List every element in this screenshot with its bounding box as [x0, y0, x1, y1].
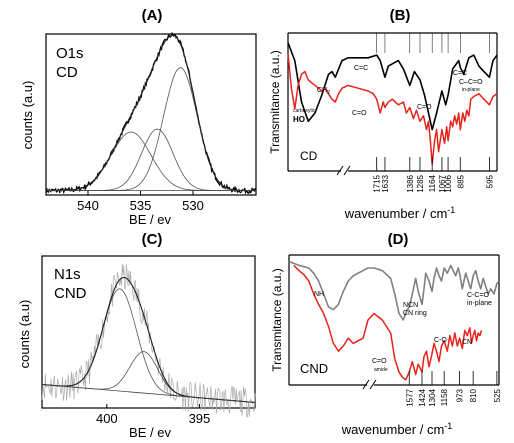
spectrum-series-1	[293, 264, 483, 381]
fit-component	[46, 67, 256, 191]
x-tick-label: 1006	[444, 174, 453, 192]
band-labels-d: NH NCN CN ring C-C=O in-plane C=O amide …	[314, 291, 492, 373]
curves-b	[287, 42, 498, 165]
raw-spectrum	[41, 263, 256, 418]
band-label-c-c-o-d: C-C=O	[467, 292, 490, 299]
x-axis-label-d: wavenumber / cm-1	[341, 421, 453, 437]
raw-spectrum	[45, 31, 257, 195]
band-label-cn-ring: CN ring	[403, 310, 427, 317]
panel-letter-d: (D)	[388, 231, 409, 248]
x-tick-label: 1304	[428, 388, 437, 406]
x-tick-label: 1158	[440, 388, 449, 406]
panel-a-label-1: O1s	[56, 45, 84, 62]
panel-c: (C) N1s CND 400 395 BE / ev counts (a.u)	[17, 231, 256, 440]
y-axis-label-c: counts (a.u)	[17, 300, 32, 369]
x-tick-label: 1285	[416, 174, 425, 192]
panel-c-label-2: CND	[54, 285, 87, 302]
band-label-in-plane: in-plane	[462, 87, 480, 93]
band-label-c-o-1: C=O	[352, 110, 367, 117]
plot-frame-b	[287, 32, 498, 176]
x-axis-label-a: BE / ev	[129, 212, 171, 227]
plot-frame-a	[45, 33, 257, 196]
x-tick-label: 540	[77, 198, 99, 213]
plot-frame-c	[41, 255, 256, 409]
x-tick-label: 1386	[406, 174, 415, 192]
band-label-amide: amide	[374, 367, 388, 373]
x-tick-label: 1424	[418, 388, 427, 406]
band-guides-b	[376, 33, 490, 53]
x-ticks-d: 1577 1424 1304 1158 973 810 525	[405, 371, 502, 407]
x-tick-label: 973	[456, 388, 465, 402]
band-label-ch2: CH2	[317, 87, 330, 96]
band-label-c-c-o: C–C=O	[459, 79, 483, 86]
panel-d-label: CND	[300, 361, 328, 376]
panel-letter-c: (C)	[142, 231, 163, 248]
panel-a-label-2: CD	[56, 64, 78, 81]
fit-component	[46, 131, 256, 191]
curves-a	[45, 31, 257, 195]
band-label-cn: CN	[462, 339, 472, 346]
plot-frame-d	[288, 254, 500, 390]
spectrum-series-0	[288, 260, 500, 321]
curves-d	[288, 260, 500, 381]
band-label-carboxylic: carboxylic	[293, 108, 316, 114]
x-tick-label: 400	[96, 411, 118, 426]
x-ticks-a: 540 535 530	[77, 191, 204, 213]
band-label-c-c-1: C=C	[354, 65, 368, 72]
x-ticks-c: 400 395	[96, 404, 210, 426]
x-tick-label: 885	[456, 174, 465, 188]
curves-c	[41, 263, 256, 418]
fit-component	[46, 128, 256, 191]
x-tick-label: 1633	[381, 174, 390, 192]
panel-a: (A) O1s CD 540 535 530 BE / ev counts (a.u…	[20, 7, 257, 227]
x-tick-label: 395	[189, 411, 211, 426]
x-tick-label: 1067	[438, 174, 447, 192]
x-tick-label: 595	[485, 174, 494, 188]
x-tick-label: 525	[493, 388, 502, 402]
band-label-in-plane-d: in-plane	[467, 300, 492, 307]
band-label-c-o-2: C=O	[417, 104, 432, 111]
panel-b-label: CD	[300, 149, 318, 163]
panel-letter-a: (A)	[142, 7, 163, 24]
x-tick-label: 810	[469, 388, 478, 402]
fit-envelope	[46, 34, 256, 192]
band-label-c-o-amide: C=O	[372, 358, 387, 365]
x-tick-label: 1577	[405, 388, 414, 406]
y-axis-label-a: counts (a.u)	[20, 81, 35, 150]
band-labels-b: carboxylic HO CH2 C=C C=O C=O C=C C–C=O …	[293, 65, 483, 124]
band-label-c-c-2: C=C	[453, 70, 467, 77]
y-axis-label-b: Transmitance (a.u.)	[268, 50, 282, 154]
band-label-ho: HO	[293, 115, 305, 124]
band-label-nh: NH	[314, 291, 324, 298]
x-tick-label: 1164	[428, 174, 437, 192]
y-axis-label-d: Transmitance (a.u.)	[270, 268, 284, 372]
band-label-c-o-d: C-O	[434, 337, 447, 344]
panel-letter-b: (B)	[390, 7, 411, 24]
x-axis-label-b: wavenumber / cm-1	[344, 205, 456, 221]
x-tick-label: 535	[130, 198, 152, 213]
spectrum-series-0	[287, 42, 498, 131]
panel-c-label-1: N1s	[54, 266, 81, 283]
x-axis-label-c: BE / ev	[129, 425, 171, 440]
band-label-ncn: NCN	[403, 302, 418, 309]
x-tick-label: 530	[182, 198, 204, 213]
x-tick-label: 1715	[373, 174, 382, 192]
panel-d: (D) 1577 1424 1304 1158 973 810 525 NH NCN CN …	[270, 231, 502, 437]
spectrum-series-1	[287, 53, 498, 165]
baseline	[41, 384, 256, 403]
